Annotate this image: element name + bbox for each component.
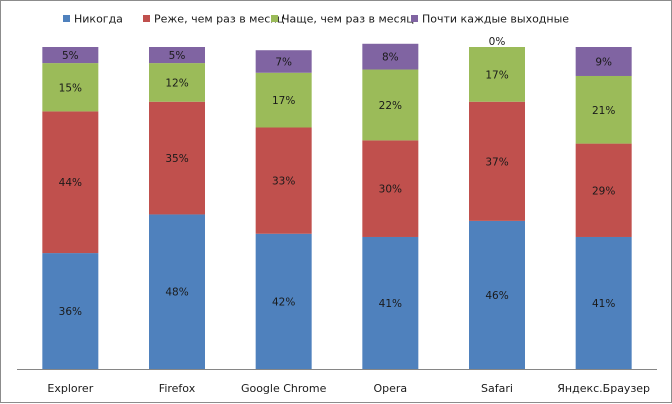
category-label-2: Firefox [159, 382, 196, 395]
data-label-4-5: 0% [489, 36, 506, 48]
data-label-1-4: 41% [379, 298, 402, 310]
data-label-4-3: 7% [275, 56, 292, 68]
data-label-3-6: 21% [592, 105, 615, 117]
bar-segment-1-3 [255, 233, 312, 369]
data-label-2-3: 33% [272, 176, 295, 188]
bar-segment-1-1 [42, 253, 99, 369]
bar-segment-4-1 [42, 47, 99, 64]
data-label-1-5: 46% [485, 290, 508, 302]
bar-segment-2-3 [255, 127, 312, 234]
category-axis: Explorer Firefox Google Chrome Opera Safari Я… [17, 369, 657, 395]
data-label-4-2: 5% [169, 50, 186, 62]
legend-label-1: Никогда [74, 13, 123, 26]
category-label-4: Opera [373, 382, 407, 395]
bar-segment-2-1 [42, 111, 99, 254]
bar-segment-4-6 [575, 47, 632, 76]
bar-segment-1-2 [149, 214, 205, 369]
data-label-2-1: 44% [59, 177, 82, 189]
data-label-4-4: 8% [382, 52, 399, 64]
data-label-2-4: 30% [379, 184, 402, 196]
data-label-4-6: 9% [595, 56, 612, 68]
category-label-1: Explorer [47, 382, 93, 395]
bar-segment-3-3 [255, 72, 312, 128]
data-label-3-4: 22% [379, 100, 402, 112]
category-label-3: Google Chrome [241, 382, 327, 395]
legend-label-2: Реже, чем раз в месяц [154, 13, 284, 26]
bar-segment-1-5 [469, 220, 525, 369]
bar-segment-4-3 [255, 50, 312, 73]
data-label-3-1: 15% [59, 82, 82, 94]
legend-swatch-2 [143, 15, 150, 22]
bar-segment-3-2 [149, 63, 205, 102]
data-label-3-2: 12% [165, 77, 188, 89]
bar-segment-3-4 [362, 69, 419, 141]
data-label-2-6: 29% [592, 185, 615, 197]
plot-area: 36% 44% 15% 5% 48% 35% 12% 5% 42% 33% 17% 7% 41% 30% 2… [42, 36, 632, 369]
category-label-6: Яндекс.Браузер [557, 382, 650, 395]
bar-segment-1-4 [362, 236, 419, 369]
data-label-1-6: 41% [592, 298, 615, 310]
bar-segment-3-1 [42, 63, 99, 112]
data-label-1-3: 42% [272, 296, 295, 308]
data-label-2-5: 37% [485, 156, 508, 168]
data-label-4-1: 5% [62, 50, 79, 62]
bar-segment-2-5 [469, 101, 525, 221]
data-label-3-5: 17% [485, 69, 508, 81]
bar-segment-4-4 [362, 43, 419, 70]
bar-segment-3-6 [575, 75, 632, 144]
legend-label-3: Чаще, чем раз в месяц [282, 13, 414, 26]
data-label-2-2: 35% [165, 153, 188, 165]
bar-segment-4-2 [149, 47, 205, 64]
data-label-1-1: 36% [59, 306, 82, 318]
category-label-5: Safari [481, 382, 513, 395]
bar-segment-2-4 [362, 140, 419, 237]
bar-segment-3-5 [469, 47, 525, 102]
legend-swatch-4 [411, 15, 418, 22]
data-label-3-3: 17% [272, 95, 295, 107]
bar-segment-1-6 [575, 236, 632, 369]
bar-segment-2-2 [149, 101, 205, 215]
legend-swatch-3 [271, 15, 278, 22]
legend-swatch-1 [63, 15, 70, 22]
bar-segment-2-6 [575, 143, 632, 237]
data-label-1-2: 48% [165, 287, 188, 299]
legend-label-4: Почти каждые выходные [422, 13, 569, 26]
